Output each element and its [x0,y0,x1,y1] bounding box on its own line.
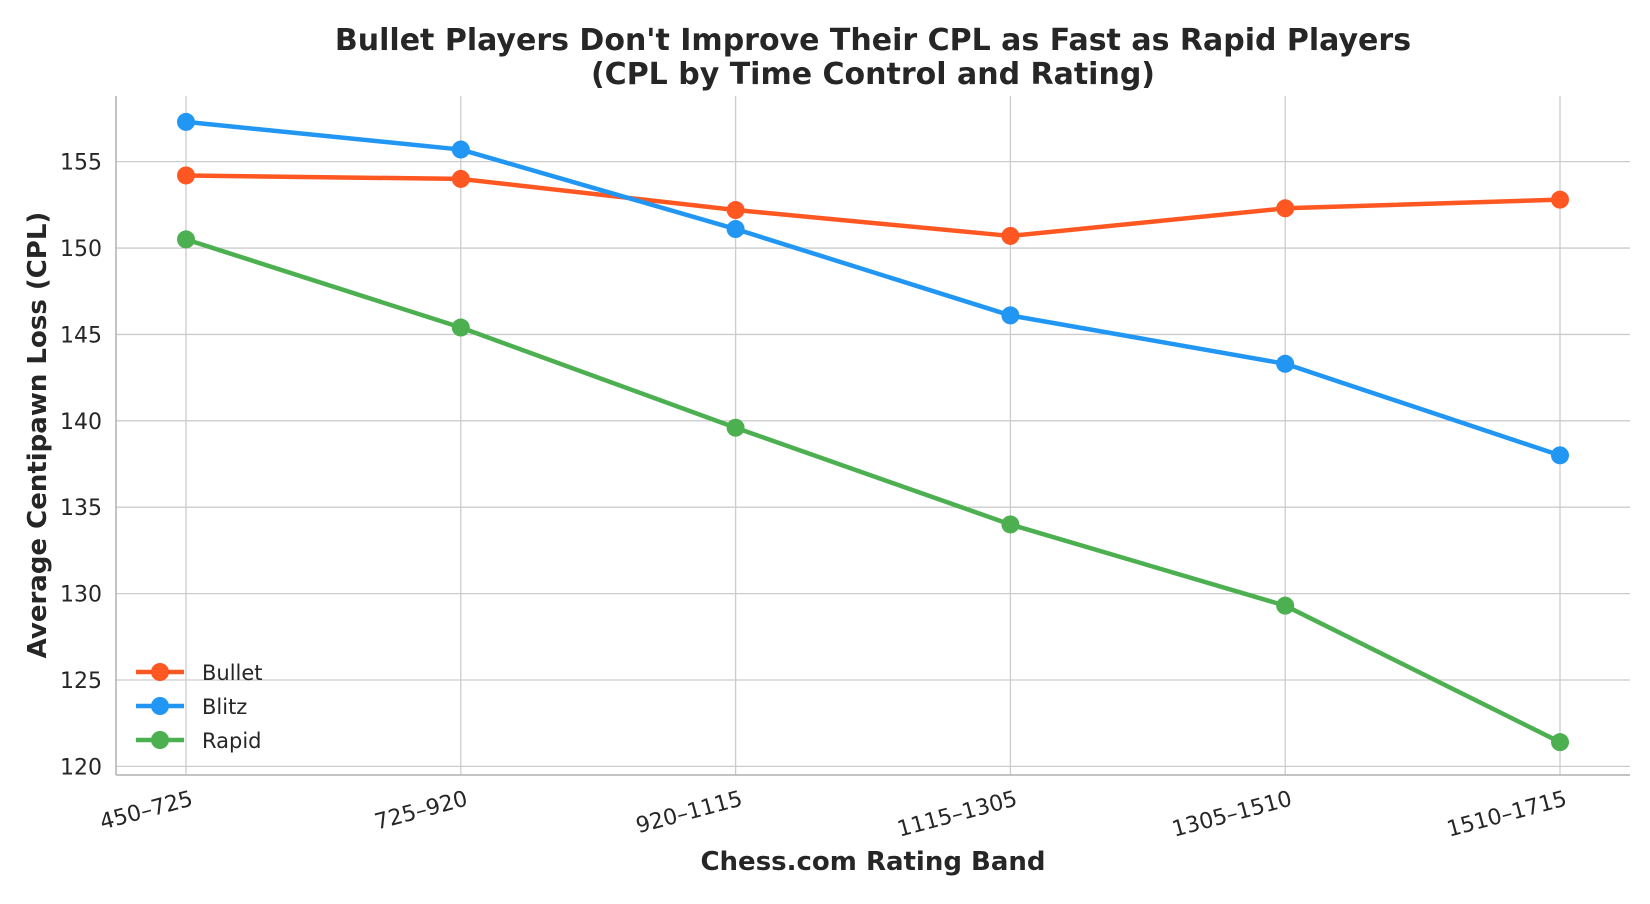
grid [116,96,1630,775]
data-point-blitz [451,140,470,159]
x-tick-label: 1305–1510 [1169,787,1294,843]
data-point-rapid [1001,515,1020,534]
series-rapid [177,230,1569,752]
series-line-rapid [183,237,1563,745]
data-point-rapid [177,230,195,249]
data-point-blitz [1276,354,1295,373]
x-tick-label: 1115–1305 [895,787,1020,843]
legend-label: Blitz [202,695,247,719]
y-tick-labels: 120 125 130 135 140 145 150 155 [60,151,102,781]
data-point-blitz [177,112,195,131]
legend-entry-rapid: Rapid [136,729,262,753]
legend-swatch-marker [151,731,169,749]
chart-subtitle: (CPL by Time Control and Rating) [591,57,1155,92]
data-point-bullet [451,169,470,188]
x-tick-label: 1510–1715 [1444,787,1569,843]
chart-title: Bullet Players Don't Improve Their CPL a… [335,23,1411,58]
data-point-bullet [1001,226,1020,245]
data-point-bullet [1276,199,1295,218]
y-tick-label: 140 [60,410,102,435]
data-point-rapid [1276,596,1295,615]
x-tick-label: 450–725 [97,787,195,836]
y-tick-label: 150 [60,237,102,262]
y-tick-label: 135 [60,496,102,521]
data-point-rapid [451,318,470,337]
legend-entry-blitz: Blitz [136,695,247,719]
series-line-bullet [183,173,1563,239]
series-bullet [177,166,1569,245]
axes [115,96,1630,776]
x-tick-label: 920–1115 [633,787,745,839]
data-point-bullet [177,166,195,185]
y-tick-label: 130 [60,583,102,608]
y-tick-label: 155 [60,151,102,176]
legend-swatch-marker [151,663,169,681]
x-axis-label: Chess.com Rating Band [700,847,1045,877]
legend-label: Bullet [202,661,263,685]
legend-label: Rapid [202,729,262,753]
series-line-blitz [183,119,1563,458]
x-tick-label: 725–920 [372,787,470,836]
data-point-rapid [726,418,745,437]
data-point-blitz [726,220,745,239]
y-tick-label: 145 [60,323,102,348]
legend-entry-bullet: Bullet [136,661,263,685]
series-blitz [177,112,1569,465]
y-axis-label: Average Centipawn Loss (CPL) [23,212,53,659]
data-point-bullet [726,201,745,220]
y-tick-label: 125 [60,669,102,694]
data-point-bullet [1551,190,1569,209]
data-point-rapid [1551,733,1569,752]
x-tick-labels: 450–725 725–920 920–1115 1115–1305 1305–1510… [97,787,1569,843]
y-tick-label: 120 [60,755,102,780]
legend: Bullet Blitz Rapid [136,661,263,753]
data-point-blitz [1001,306,1020,325]
legend-swatch-marker [151,697,169,715]
series [177,112,1569,752]
data-point-blitz [1551,446,1569,465]
